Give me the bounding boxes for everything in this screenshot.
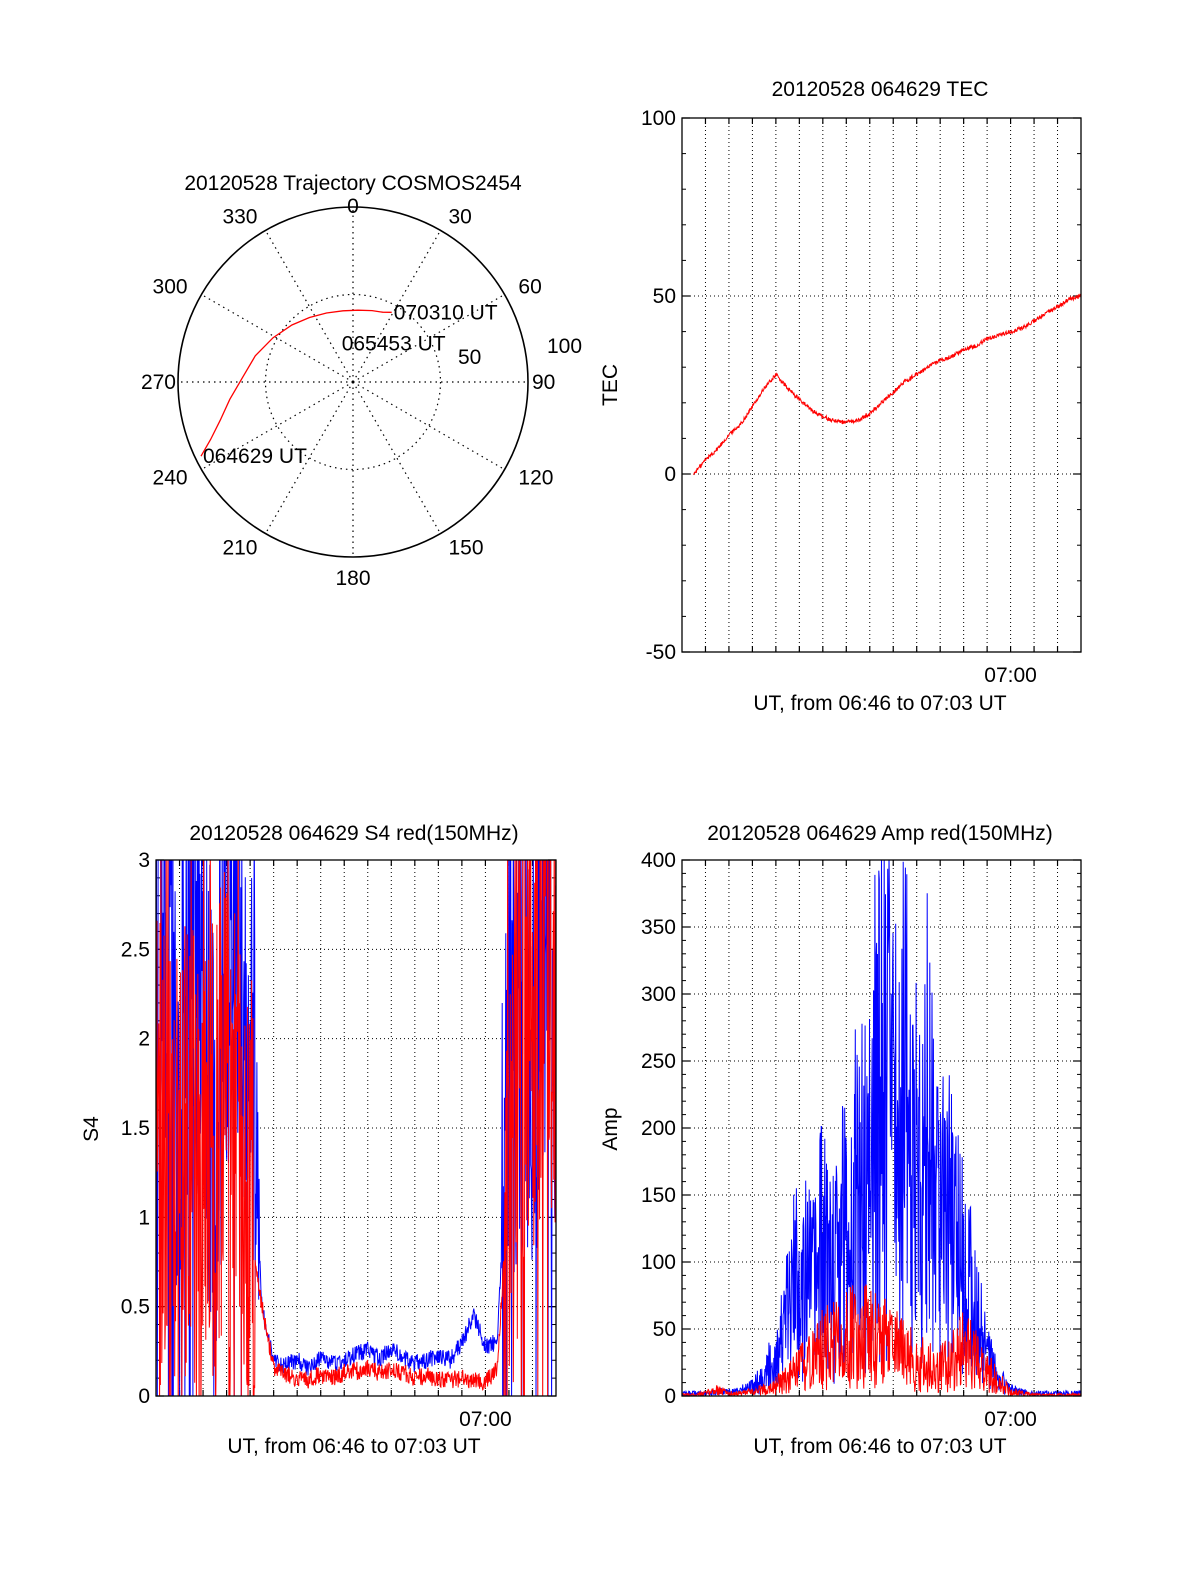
tec-title: 20120528 064629 TEC xyxy=(772,78,989,101)
y-tick-label: 1 xyxy=(138,1206,150,1229)
polar-azimuth-label: 90 xyxy=(532,371,555,394)
plot-frame xyxy=(681,859,1082,1397)
y-tick-label: 2.5 xyxy=(121,938,150,961)
y-tick-label: 0 xyxy=(138,1385,150,1408)
plot-frame xyxy=(155,859,557,1397)
polar-azimuth-label: 300 xyxy=(153,276,188,299)
polar-grid xyxy=(177,206,529,558)
polar-annotations: 070310 UT 065453 UT 064629 UT xyxy=(203,301,498,468)
series-line xyxy=(682,1283,1081,1396)
polar-azimuth-label: 330 xyxy=(222,206,257,229)
polar-title: 20120528 Trajectory COSMOS2454 xyxy=(184,172,522,195)
x-tick-label: 07:00 xyxy=(984,664,1037,687)
polar-azimuth-label: 150 xyxy=(449,536,484,559)
y-tick-label: 3 xyxy=(138,849,150,872)
polar-azimuth-label: 0 xyxy=(347,195,359,218)
y-tick-label: 100 xyxy=(641,107,676,130)
s4-panel: 20120528 064629 S4 red(150MHz) UT, from … xyxy=(80,822,557,1458)
x-tick-label: 07:00 xyxy=(459,1408,512,1431)
polar-annotation: 064629 UT xyxy=(203,445,307,468)
s4-title: 20120528 064629 S4 red(150MHz) xyxy=(189,822,518,845)
s4-ylabel: S4 xyxy=(80,1116,103,1142)
amp-ylabel: Amp xyxy=(599,1107,622,1150)
polar-radial-labels: 50 100 xyxy=(458,335,582,369)
tec-xlabel: UT, from 06:46 to 07:03 UT xyxy=(753,692,1006,715)
y-tick-label: 350 xyxy=(641,916,676,939)
polar-series-line xyxy=(200,309,392,457)
polar-azimuth-label: 240 xyxy=(153,467,188,490)
polar-spoke xyxy=(352,381,442,534)
y-tick-label: 250 xyxy=(641,1050,676,1073)
series-group xyxy=(693,293,1081,476)
polar-inner-ring xyxy=(264,293,442,471)
tec-ylabel: TEC xyxy=(599,364,622,406)
y-tick-label: 300 xyxy=(641,983,676,1006)
polar-azimuth-label: 30 xyxy=(449,206,472,229)
polar-radial-label: 50 xyxy=(458,346,481,369)
y-tick-label: 0 xyxy=(664,1385,676,1408)
polar-azimuth-label: 120 xyxy=(518,467,553,490)
y-tick-label: 50 xyxy=(653,1318,676,1341)
y-tick-label: 150 xyxy=(641,1184,676,1207)
polar-radial-label: 100 xyxy=(547,335,582,358)
y-tick-label: 2 xyxy=(138,1028,150,1051)
y-tick-label: 100 xyxy=(641,1251,676,1274)
polar-azimuth-label: 270 xyxy=(141,371,176,394)
series-line xyxy=(156,860,556,1396)
s4-xlabel: UT, from 06:46 to 07:03 UT xyxy=(227,1435,480,1458)
y-tick-label: -50 xyxy=(646,641,676,664)
polar-azimuth-label: 60 xyxy=(518,276,541,299)
amp-panel: 20120528 064629 Amp red(150MHz) UT, from… xyxy=(599,822,1082,1458)
polar-annotation: 065453 UT xyxy=(342,332,446,355)
polar-azimuth-label: 210 xyxy=(222,536,257,559)
y-tick-label: 0.5 xyxy=(121,1296,150,1319)
series-group xyxy=(156,860,556,1396)
y-tick-label: 400 xyxy=(641,849,676,872)
series-group xyxy=(682,860,1081,1396)
polar-series xyxy=(200,309,392,457)
polar-azimuth-labels: 0 30 60 90 120 150 180 210 240 270 300 330 xyxy=(141,195,555,590)
amp-xlabel: UT, from 06:46 to 07:03 UT xyxy=(753,1435,1006,1458)
x-tick-label: 07:00 xyxy=(984,1408,1037,1431)
polar-spoke xyxy=(352,381,505,471)
y-tick-label: 0 xyxy=(664,463,676,486)
polar-azimuth-label: 180 xyxy=(335,567,370,590)
series-line xyxy=(693,293,1081,476)
polar-outer-ring xyxy=(177,206,529,558)
series-line xyxy=(682,860,1081,1396)
polar-annotation: 070310 UT xyxy=(394,301,498,324)
y-tick-label: 1.5 xyxy=(121,1117,150,1140)
polar-trajectory-panel: 20120528 Trajectory COSMOS2454 0 30 60 90 12… xyxy=(141,172,582,590)
tec-panel: 20120528 064629 TEC UT, from 06:46 to 07… xyxy=(599,78,1082,715)
y-tick-label: 200 xyxy=(641,1117,676,1140)
amp-title: 20120528 064629 Amp red(150MHz) xyxy=(707,822,1053,845)
plot-frame xyxy=(681,117,1082,653)
polar-spoke xyxy=(264,230,354,383)
y-tick-label: 50 xyxy=(653,285,676,308)
